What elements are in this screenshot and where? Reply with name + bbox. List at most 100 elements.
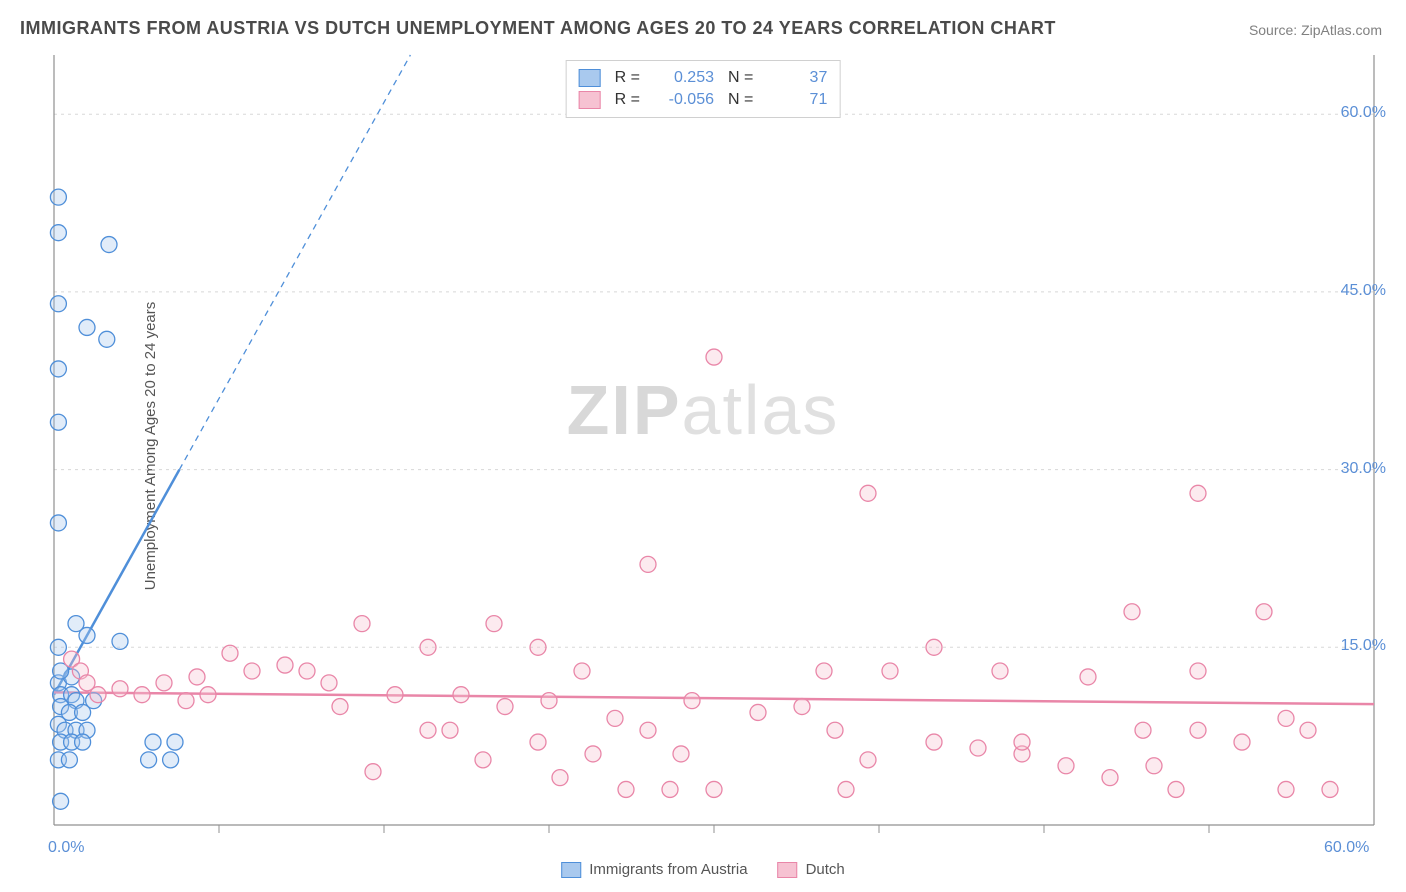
data-point	[992, 663, 1008, 679]
data-point	[163, 752, 179, 768]
data-point	[706, 781, 722, 797]
data-point	[706, 349, 722, 365]
legend-swatch	[579, 69, 601, 87]
data-point	[1080, 669, 1096, 685]
legend-n-label: N =	[728, 91, 753, 109]
data-point	[354, 616, 370, 632]
legend-label: Dutch	[806, 861, 845, 878]
data-point	[1124, 604, 1140, 620]
data-point	[574, 663, 590, 679]
correlation-legend-row: R =-0.056N =71	[579, 89, 828, 111]
legend-swatch	[579, 91, 601, 109]
data-point	[1102, 770, 1118, 786]
data-point	[101, 237, 117, 253]
data-point	[200, 687, 216, 703]
data-point	[442, 722, 458, 738]
data-point	[365, 764, 381, 780]
data-point	[1300, 722, 1316, 738]
data-point	[1058, 758, 1074, 774]
data-point	[673, 746, 689, 762]
data-point	[1168, 781, 1184, 797]
y-tick-label: 15.0%	[1341, 637, 1386, 655]
data-point	[53, 793, 69, 809]
data-point	[585, 746, 601, 762]
x-tick-label: 0.0%	[48, 839, 84, 857]
data-point	[1278, 710, 1294, 726]
data-point	[277, 657, 293, 673]
data-point	[222, 645, 238, 661]
data-point	[90, 687, 106, 703]
data-point	[816, 663, 832, 679]
data-point	[332, 699, 348, 715]
data-point	[61, 752, 77, 768]
data-point	[607, 710, 623, 726]
data-point	[156, 675, 172, 691]
data-point	[1014, 734, 1030, 750]
data-point	[1278, 781, 1294, 797]
data-point	[827, 722, 843, 738]
data-point	[1234, 734, 1250, 750]
legend-n-value: 37	[767, 69, 827, 87]
data-point	[75, 704, 91, 720]
data-point	[970, 740, 986, 756]
data-point	[1256, 604, 1272, 620]
correlation-legend-row: R = 0.253 N = 37	[579, 67, 828, 89]
legend-r-value: -0.056	[654, 91, 714, 109]
data-point	[1146, 758, 1162, 774]
y-tick-label: 45.0%	[1341, 282, 1386, 300]
data-point	[79, 319, 95, 335]
data-point	[926, 639, 942, 655]
data-point	[167, 734, 183, 750]
data-point	[244, 663, 260, 679]
data-point	[541, 693, 557, 709]
data-point	[1190, 663, 1206, 679]
legend-r-value: 0.253	[654, 69, 714, 87]
data-point	[860, 752, 876, 768]
data-point	[486, 616, 502, 632]
data-point	[530, 734, 546, 750]
data-point	[926, 734, 942, 750]
data-point	[684, 693, 700, 709]
legend-n-label: N =	[728, 69, 753, 87]
data-point	[882, 663, 898, 679]
data-point	[50, 361, 66, 377]
data-point	[75, 734, 91, 750]
data-point	[1190, 722, 1206, 738]
data-point	[1322, 781, 1338, 797]
data-point	[178, 693, 194, 709]
y-tick-label: 30.0%	[1341, 460, 1386, 478]
data-point	[530, 639, 546, 655]
data-point	[299, 663, 315, 679]
data-point	[50, 225, 66, 241]
data-point	[1135, 722, 1151, 738]
series-legend: Immigrants from AustriaDutch	[561, 861, 845, 878]
data-point	[134, 687, 150, 703]
data-point	[112, 681, 128, 697]
data-point	[141, 752, 157, 768]
legend-swatch	[561, 862, 581, 878]
data-point	[860, 485, 876, 501]
data-point	[50, 639, 66, 655]
data-point	[662, 781, 678, 797]
data-point	[497, 699, 513, 715]
data-point	[420, 639, 436, 655]
data-point	[50, 414, 66, 430]
data-point	[79, 627, 95, 643]
data-point	[189, 669, 205, 685]
data-point	[552, 770, 568, 786]
data-point	[475, 752, 491, 768]
data-point	[794, 699, 810, 715]
legend-item: Dutch	[778, 861, 845, 878]
data-point	[387, 687, 403, 703]
legend-r-label: R =	[615, 69, 640, 87]
data-point	[50, 515, 66, 531]
data-point	[1190, 485, 1206, 501]
data-point	[838, 781, 854, 797]
data-point	[50, 296, 66, 312]
data-point	[640, 556, 656, 572]
legend-swatch	[778, 862, 798, 878]
data-point	[99, 331, 115, 347]
data-point	[145, 734, 161, 750]
trend-line	[54, 692, 1374, 704]
scatter-chart	[0, 0, 1406, 892]
